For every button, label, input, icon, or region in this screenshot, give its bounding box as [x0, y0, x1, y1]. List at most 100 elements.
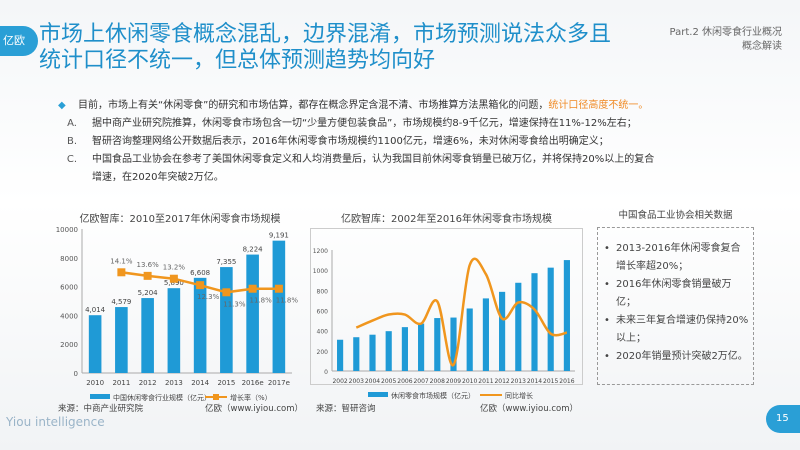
- bar: [141, 298, 154, 373]
- sidebox: • 2013-2016年休闲零食复合增长率超20%； • 2016年休闲零食销量破万亿…: [597, 227, 754, 385]
- x-tick-label: 2013: [511, 378, 526, 385]
- legend-line-marker: [213, 394, 219, 400]
- sidebox-item: • 2013-2016年休闲零食复合增长率超20%；: [604, 243, 741, 272]
- bar: [272, 240, 286, 373]
- bullet-item: B. 智研咨询整理网络公开数据后表示，2016年休闲零食市场规模约1100亿元，增…: [58, 133, 788, 151]
- y-tick-label: 800: [317, 288, 329, 295]
- y-tick-label: 400: [317, 329, 329, 336]
- x-tick-label: 2007: [413, 378, 428, 385]
- growth-marker: [196, 281, 205, 290]
- bar-value-label: 4,579: [111, 298, 131, 306]
- y-tick-label: 4000: [60, 312, 78, 320]
- bar: [482, 298, 489, 371]
- section-sub: 概念解读: [742, 41, 782, 52]
- x-tick-label: 2012: [139, 379, 157, 387]
- growth-marker: [274, 284, 283, 293]
- chart1-source: 来源：中商产业研究院: [58, 404, 144, 414]
- item-text: 中国食品工业协会在参考了美国休闲零食定义和人均消费量后，认为我国目前休闲零食销量…: [92, 154, 655, 183]
- growth-marker: [143, 271, 152, 280]
- growth-label: 13.6%: [137, 261, 160, 269]
- item-text: 智研咨询整理网络公开数据后表示，2016年休闲零食市场规模约1100亿元，增速6…: [92, 136, 609, 147]
- x-tick-label: 2008: [430, 378, 445, 385]
- bar: [337, 339, 344, 371]
- bar: [401, 327, 408, 371]
- bar: [369, 334, 376, 371]
- bar: [466, 308, 473, 371]
- section-label: Part.2 休闲零食行业概况 概念解读: [670, 26, 782, 54]
- sidebox-item: • 2016年休闲零食销量破万亿；: [604, 279, 732, 308]
- growth-marker: [117, 268, 126, 277]
- item-text: 据中商产业研究院推算，休闲零食市场包含一切“少量方便包装食品”，市场规模约8-9…: [92, 118, 637, 129]
- x-tick-label: 2005: [381, 378, 396, 385]
- bar-value-label: 7,355: [216, 258, 236, 266]
- chart2-credit: 亿欧（www.iyiou.com）: [480, 404, 578, 414]
- x-tick-label: 2015: [217, 379, 235, 387]
- page-number: 15: [766, 405, 800, 433]
- footer-brand: Yiou intelligence: [6, 415, 105, 429]
- x-tick-label: 2013: [165, 379, 183, 387]
- growth-label: 11.3%: [223, 300, 246, 308]
- x-tick-label: 2009: [446, 378, 461, 385]
- bar-value-label: 6,608: [190, 269, 210, 277]
- diamond-bullet-icon: ◆: [58, 100, 66, 111]
- bar: [450, 317, 457, 371]
- x-tick-label: 2014: [191, 379, 209, 387]
- chart1-title: 亿欧智库：2010至2017年休闲零食市场规模: [79, 214, 281, 225]
- y-tick-label: 8000: [60, 255, 78, 263]
- y-tick-label: 200: [317, 349, 329, 356]
- logo: 亿欧: [0, 26, 38, 56]
- sidebox-item: • 2020年销量预计突破2万亿。: [604, 351, 748, 362]
- x-tick-label: 2003: [349, 378, 364, 385]
- y-tick-label: 0: [74, 370, 78, 378]
- legend-bar-label: 中国休闲零食行业规模（亿元）: [113, 393, 211, 402]
- bar: [193, 277, 207, 373]
- x-tick-label: 2016e: [242, 379, 264, 387]
- bar: [515, 282, 522, 371]
- bar: [434, 318, 441, 371]
- bar-value-label: 9,191: [269, 232, 289, 240]
- growth-label: 14.1%: [110, 257, 133, 265]
- y-tick-label: 10000: [56, 226, 78, 234]
- bullet-main: 目前，市场上有关“休闲零食”的研究和市场估算，都存在概念界定含混不清、市场推算方…: [78, 100, 649, 111]
- x-tick-label: 2004: [365, 378, 380, 385]
- page-title: 市场上休闲零食概念混乱，边界混淆，市场预测说法众多且统计口径不统一，但总体预测趋…: [39, 22, 612, 73]
- bar: [418, 323, 425, 371]
- legend-line-label: 同比增长: [505, 391, 533, 400]
- bar-value-label: 5,890: [164, 279, 184, 287]
- x-tick-label: 2017e: [268, 379, 290, 387]
- y-tick-label: 1000: [313, 268, 328, 275]
- growth-marker: [222, 288, 231, 297]
- y-tick-label: 2000: [60, 341, 78, 349]
- growth-label: 12.3%: [197, 293, 220, 301]
- x-tick-label: 2010: [86, 379, 104, 387]
- chart2-source: 来源：智研咨询: [316, 404, 376, 414]
- legend-bar-swatch: [368, 392, 388, 397]
- item-key: C.: [66, 154, 78, 165]
- x-tick-label: 2010: [462, 378, 477, 385]
- bullet-item: C. 中国食品工业协会在参考了美国休闲零食定义和人均消费量后，认为我国目前休闲零食…: [58, 151, 788, 187]
- bar: [353, 337, 360, 371]
- bar: [167, 288, 181, 373]
- sidebox-item: • 未来三年复合增速仍保持20%以上；: [604, 315, 749, 344]
- legend-bar-label: 休闲零食市场规模（亿元）: [391, 391, 475, 400]
- bar: [563, 260, 570, 371]
- y-tick-label: 600: [317, 309, 329, 316]
- legend-line-label: 增长率（%）: [230, 393, 272, 402]
- growth-marker: [248, 284, 257, 293]
- bar: [385, 331, 392, 371]
- x-tick-label: 2012: [494, 378, 509, 385]
- bar: [88, 315, 102, 373]
- x-tick-label: 2006: [397, 378, 412, 385]
- y-tick-label: 0: [324, 369, 328, 376]
- bullet-item: A. 据中商产业研究院推算，休闲零食市场包含一切“少量方便包装食品”，市场规模约8…: [58, 115, 788, 133]
- chart1: 0 2000 4000 6000 8000 10000 2010 2011 2012 2013 20…: [56, 226, 299, 402]
- x-tick-label: 2002: [332, 378, 347, 385]
- bar: [246, 254, 259, 373]
- growth-label: 13.2%: [163, 264, 186, 272]
- bar: [220, 267, 233, 373]
- bar: [115, 307, 128, 373]
- y-tick-label: 6000: [60, 284, 78, 292]
- y-tick-label: 1200: [313, 248, 328, 255]
- bar-value-label: 4,014: [85, 306, 106, 314]
- item-key: B.: [66, 136, 78, 147]
